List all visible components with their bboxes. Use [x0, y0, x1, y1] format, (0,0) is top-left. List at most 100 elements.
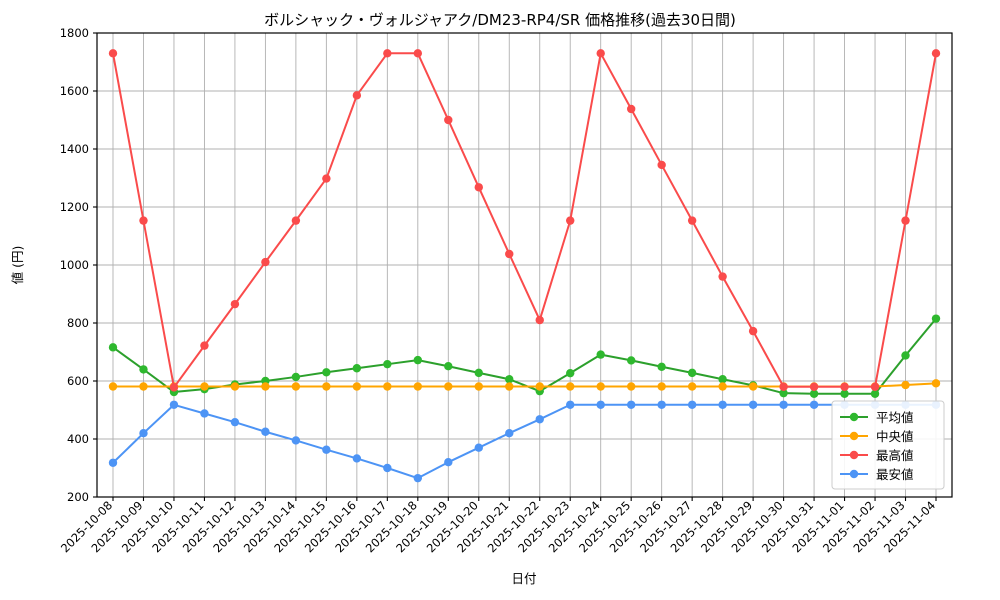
y-tick-label: 600 — [67, 374, 89, 388]
data-point — [718, 272, 727, 281]
data-point — [474, 382, 483, 391]
data-point — [535, 315, 544, 325]
legend-entry-3[interactable]: 最高値 — [840, 448, 914, 463]
data-point — [413, 473, 423, 483]
data-point — [718, 382, 727, 391]
data-point — [687, 400, 697, 409]
data-point — [901, 380, 910, 390]
data-point — [626, 400, 636, 409]
data-point — [931, 379, 941, 388]
legend-marker-icon — [849, 469, 859, 479]
data-point — [139, 382, 148, 391]
data-point — [322, 445, 331, 454]
legend-entry-2[interactable]: 中央値 — [840, 429, 914, 444]
data-point — [566, 382, 575, 391]
data-point — [809, 382, 819, 391]
legend-label: 最高値 — [876, 448, 914, 463]
data-point — [809, 400, 819, 409]
data-point — [261, 427, 270, 436]
data-point — [108, 458, 118, 467]
data-point — [444, 458, 453, 467]
data-point — [322, 382, 331, 391]
data-point — [200, 409, 209, 418]
axes-frame — [96, 32, 953, 498]
data-point — [413, 382, 423, 391]
data-point — [505, 375, 514, 384]
data-point — [687, 216, 697, 225]
series-line — [112, 403, 937, 480]
data-point — [230, 299, 240, 309]
plot-border — [96, 32, 953, 498]
data-point — [809, 389, 819, 398]
y-tick-label: 1000 — [60, 258, 89, 272]
data-point — [870, 382, 880, 391]
data-point — [108, 343, 118, 352]
data-point — [413, 355, 423, 365]
data-point — [566, 400, 575, 409]
data-point — [748, 326, 758, 336]
y-tick-label: 400 — [67, 432, 89, 446]
grid-lines — [97, 33, 952, 497]
legend-label: 中央値 — [876, 429, 914, 444]
data-point — [779, 388, 788, 398]
data-point — [901, 351, 910, 360]
data-point — [169, 400, 179, 409]
data-point — [779, 400, 788, 409]
data-point — [444, 115, 453, 125]
data-point — [657, 362, 666, 371]
x-axis-label: 日付 — [511, 571, 536, 586]
data-point — [139, 429, 148, 438]
data-point — [200, 341, 209, 350]
series-1 — [108, 314, 941, 398]
y-axis-ticks: 200 400 600 800 1000 1200 1400 1600 1800 — [60, 26, 97, 504]
data-point — [291, 372, 301, 382]
data-point — [901, 216, 910, 225]
y-tick-label: 800 — [67, 316, 89, 330]
data-point — [931, 49, 941, 58]
data-point — [931, 314, 941, 323]
series-4 — [108, 400, 941, 483]
chart-title: ボルシャック・ヴォルジャアク/DM23-RP4/SR 価格推移(過去30日間) — [264, 11, 736, 29]
data-point — [505, 429, 514, 438]
data-point — [626, 356, 636, 365]
data-point — [108, 49, 118, 58]
data-point — [322, 368, 331, 377]
legend-label: 平均値 — [876, 410, 914, 425]
data-point — [596, 49, 605, 58]
legend-marker-icon — [849, 431, 859, 441]
data-point — [444, 362, 453, 371]
data-point — [657, 382, 666, 391]
data-point — [108, 382, 118, 391]
data-point — [352, 382, 362, 391]
data-point — [840, 382, 849, 391]
data-point — [505, 249, 514, 259]
data-point — [535, 415, 544, 424]
data-point — [596, 400, 605, 409]
data-point — [505, 382, 514, 391]
data-point — [870, 389, 880, 398]
data-point — [261, 257, 270, 267]
data-point — [474, 368, 483, 378]
data-point — [657, 400, 666, 409]
legend-entry-1[interactable]: 平均値 — [840, 410, 914, 425]
x-axis-ticks: 2025-10-082025-10-092025-10-102025-10-11… — [58, 497, 938, 555]
data-point — [596, 350, 605, 359]
data-point — [291, 436, 301, 445]
series-line — [112, 317, 937, 395]
y-tick-label: 200 — [67, 490, 89, 504]
data-point — [657, 160, 666, 170]
data-point — [291, 216, 301, 225]
data-point — [626, 382, 636, 391]
legend-entry-4[interactable]: 最安値 — [840, 467, 914, 482]
data-point — [718, 400, 727, 409]
data-point — [230, 417, 240, 427]
legend-box — [831, 400, 945, 490]
data-point — [474, 443, 483, 452]
data-point — [261, 382, 270, 391]
data-point — [352, 91, 362, 100]
data-point — [779, 382, 788, 391]
series-3 — [108, 49, 941, 392]
data-point — [383, 382, 392, 391]
